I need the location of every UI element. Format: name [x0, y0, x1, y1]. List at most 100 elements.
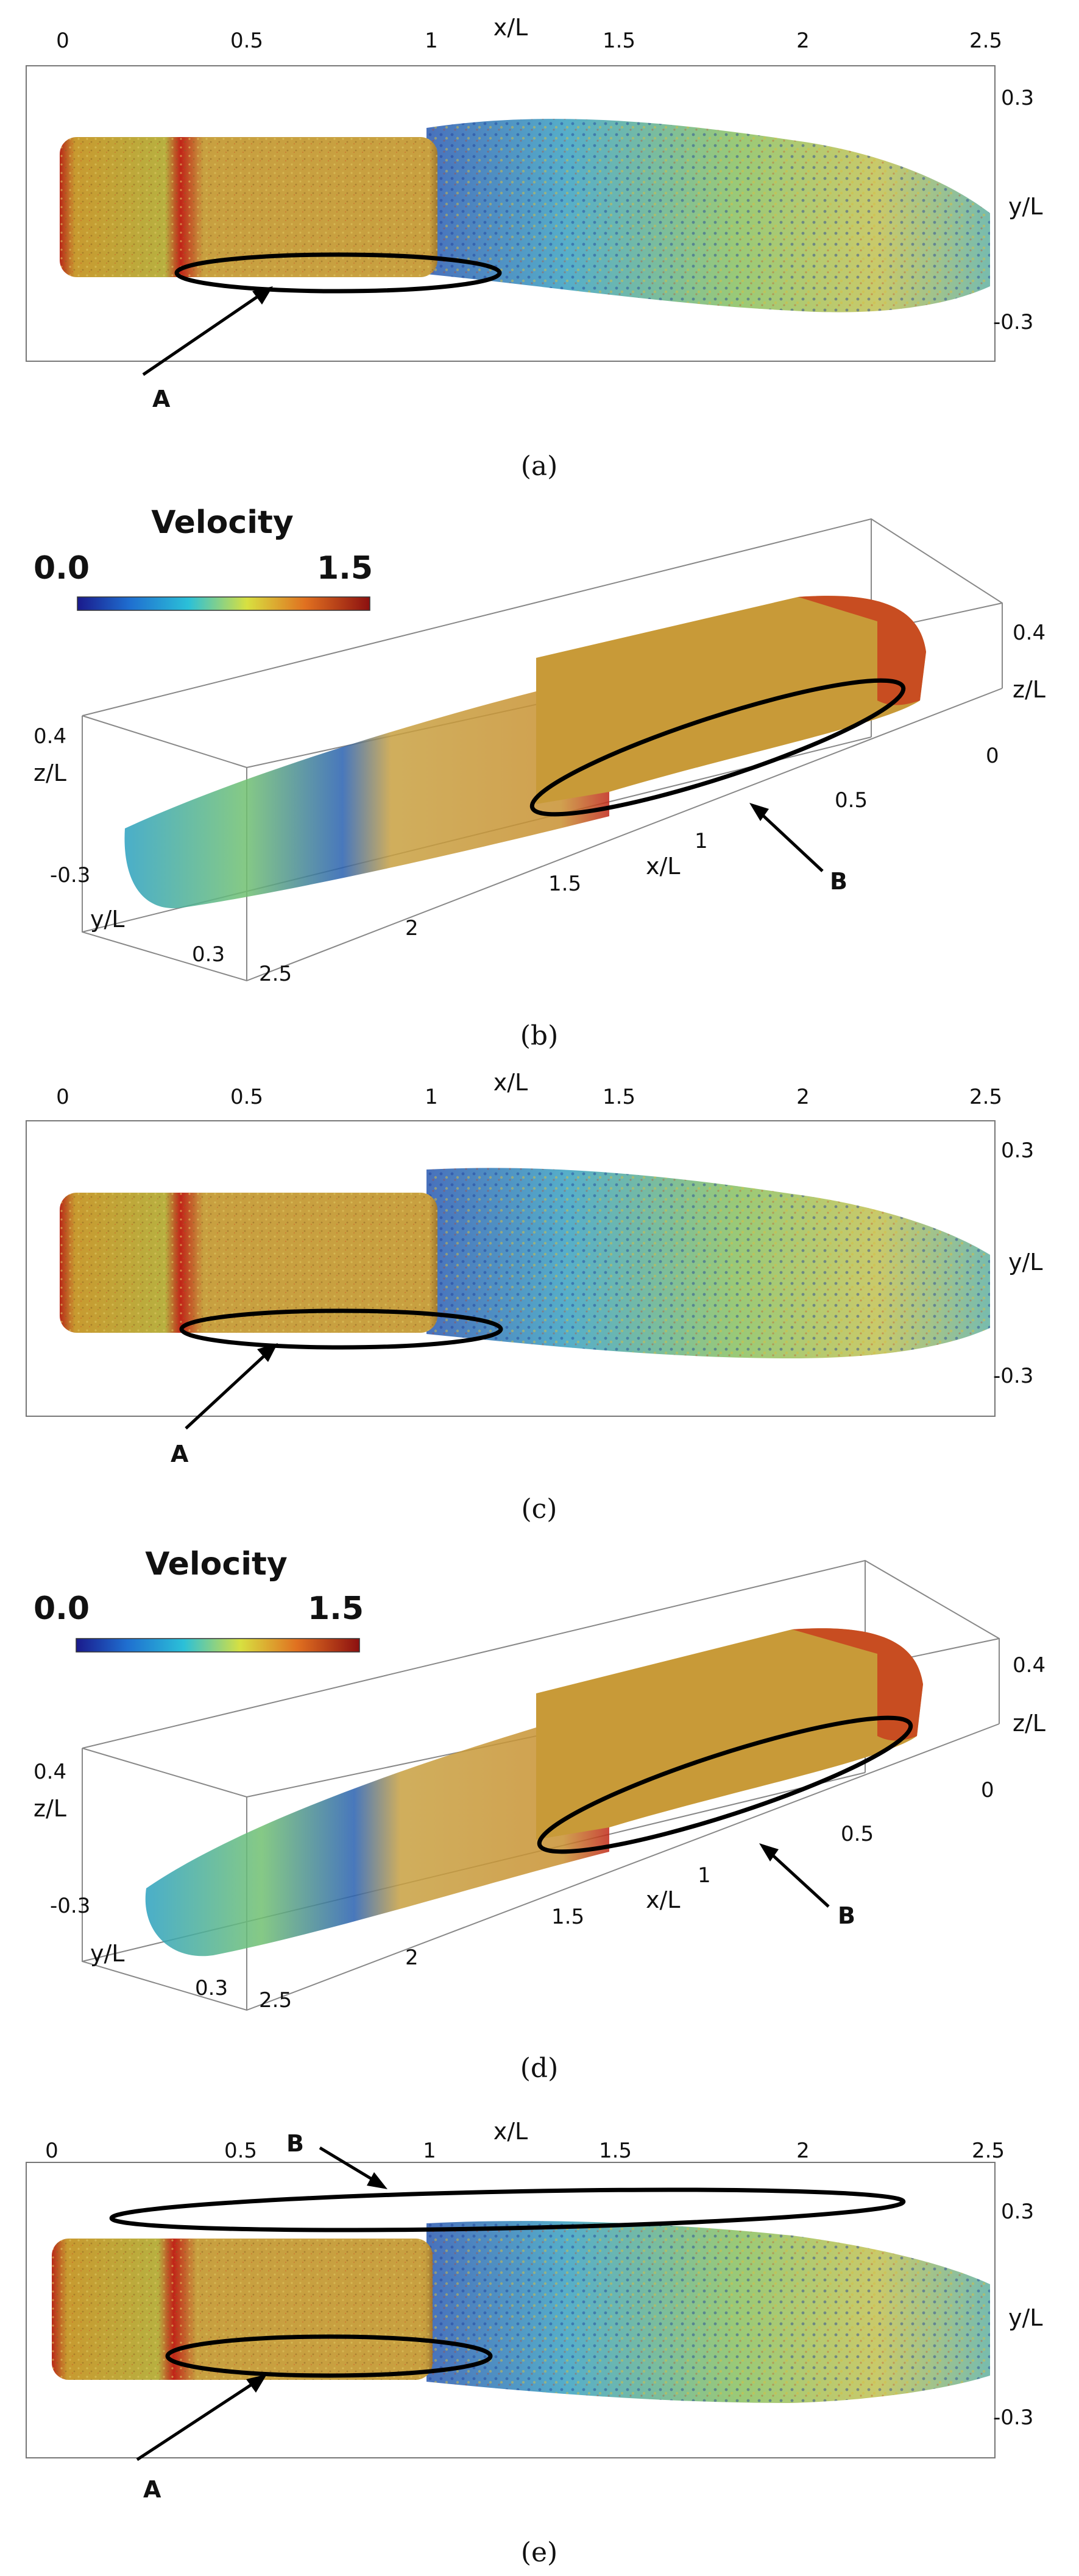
x-tick-5: 2.5 [972, 2139, 1005, 2163]
caption: (c) [522, 1494, 557, 1525]
y-tick-bottom: -0.3 [993, 2405, 1033, 2430]
x-axis-label: x/L [646, 1886, 680, 1913]
body-region [536, 596, 926, 804]
y-tick-top: 0.3 [1001, 1138, 1034, 1163]
x-tick-4: 2 [796, 1085, 810, 1109]
annotation-B: B [286, 2130, 304, 2157]
z-tick-right: 0.4 [1013, 621, 1045, 645]
x-tick-2: 1 [423, 2139, 436, 2163]
annotation-A: A [152, 386, 171, 412]
x-tick-1: 0.5 [230, 29, 263, 53]
x-axis-label: x/L [646, 853, 680, 880]
x-axis-label: x/L [494, 14, 528, 41]
x-axis-label: x/L [494, 1072, 528, 1096]
z-axis-label-right: z/L [1013, 1710, 1045, 1737]
y-tick-top: 0.3 [1001, 86, 1034, 110]
flow-visualization [60, 119, 990, 312]
ellipse-b [529, 678, 906, 817]
y-tick-0: -0.3 [50, 863, 90, 887]
panel-a: A 0 0.5 1 1.5 2 2.5 x/L 0.3 y/L -0.3 (a) [26, 14, 1042, 482]
arrow-a [136, 2380, 257, 2461]
x-tick-4: 2 [405, 916, 419, 940]
flow-visualization [60, 1168, 990, 1358]
arrow-b [319, 2146, 378, 2184]
x-tick-4: 2 [405, 1946, 419, 1970]
y-tick-bottom: -0.3 [993, 1364, 1033, 1388]
caption: (e) [521, 2537, 557, 2568]
arrow-b [757, 810, 824, 872]
x-tick-2: 1 [695, 829, 708, 853]
x-tick-5: 2.5 [259, 1988, 292, 2013]
x-tick-2: 1 [698, 1863, 711, 1888]
y-tick-1: 0.3 [192, 942, 225, 967]
caption: (b) [520, 1020, 559, 1051]
colorbar-min: 0.0 [34, 550, 90, 587]
x-tick-0: 0 [981, 1778, 994, 1802]
x-ticks: 0 0.5 1 1.5 2 2.5 [45, 2139, 1005, 2163]
x-tick-5: 2.5 [259, 962, 292, 986]
y-axis-label: y/L [90, 1940, 124, 1967]
arrow-b [768, 1851, 830, 1908]
annotation-B: B [830, 868, 847, 895]
arrow-a [185, 1351, 269, 1430]
x-tick-2: 1 [425, 29, 438, 53]
x-tick-1: 0.5 [835, 788, 868, 813]
ellipse-b [109, 2187, 906, 2232]
z-axis-label-right: z/L [1013, 676, 1045, 703]
x-tick-5: 2.5 [969, 29, 1002, 53]
y-axis-label: y/L [1008, 2304, 1042, 2331]
z-axis-label-left: z/L [34, 760, 66, 786]
caption: (a) [521, 451, 558, 482]
flow-visualization [52, 2221, 990, 2403]
plot-frame [26, 2162, 996, 2458]
arrow-a [142, 292, 263, 376]
x-tick-0: 0 [986, 744, 999, 768]
z-axis-label-left: z/L [34, 1795, 66, 1822]
ellipse-b [537, 1715, 913, 1854]
x-axis-label: x/L [494, 2118, 528, 2145]
x-ticks: 0 0.5 1 1.5 2 2.5 [259, 1778, 994, 2013]
colorbar [76, 1638, 360, 1653]
x-tick-2: 1 [425, 1085, 438, 1109]
x-tick-0: 0 [45, 2139, 58, 2163]
body-region [536, 1628, 923, 1840]
x-ticks: 0 0.5 1 1.5 2 2.5 [56, 29, 1002, 53]
y-tick-1: 0.3 [195, 1976, 228, 2000]
x-tick-4: 2 [796, 29, 810, 53]
caption: (d) [520, 2053, 559, 2084]
x-tick-0: 0 [56, 1085, 69, 1109]
y-tick-bottom: -0.3 [993, 310, 1033, 334]
colorbar-title: Velocity [145, 1546, 288, 1583]
plot-frame [26, 1120, 996, 1417]
x-tick-3: 1.5 [603, 1085, 635, 1109]
annotation-B: B [838, 1902, 855, 1929]
wake-region [124, 688, 610, 909]
x-ticks: 0 0.5 1 1.5 2 2.5 [259, 744, 999, 986]
ellipse-a [165, 2334, 493, 2378]
x-tick-1: 0.5 [230, 1085, 263, 1109]
ellipse-a [179, 1308, 503, 1350]
annotation-A: A [171, 1441, 189, 1467]
z-tick-left: 0.4 [34, 1760, 66, 1784]
y-axis-label: y/L [1008, 193, 1042, 220]
panel-d: Velocity 0.0 1.5 B 0 0.5 1 1.5 2 2.5 x/L… [34, 1546, 1045, 2084]
flow-visualization [145, 1628, 923, 1957]
plot-frame [26, 65, 996, 362]
x-tick-4: 2 [796, 2139, 810, 2163]
x-tick-3: 1.5 [599, 2139, 632, 2163]
x-tick-3: 1.5 [551, 1905, 584, 1929]
x-tick-1: 0.5 [224, 2139, 257, 2163]
z-tick-left: 0.4 [34, 724, 66, 749]
x-tick-1: 0.5 [841, 1822, 874, 1846]
colorbar-title: Velocity [151, 504, 294, 541]
wake-region [145, 1724, 609, 1957]
annotation-A: A [143, 2476, 161, 2503]
x-tick-5: 2.5 [969, 1085, 1002, 1109]
z-tick-right: 0.4 [1013, 1653, 1045, 1678]
y-axis-label: y/L [90, 906, 124, 933]
y-tick-0: -0.3 [50, 1894, 90, 1918]
y-tick-top: 0.3 [1001, 2200, 1034, 2224]
flow-visualization [124, 596, 926, 909]
colorbar [77, 596, 370, 611]
panel-b: Velocity 0.0 1.5 B 0 0.5 1 1.5 2 2.5 x/L… [34, 504, 1045, 1051]
